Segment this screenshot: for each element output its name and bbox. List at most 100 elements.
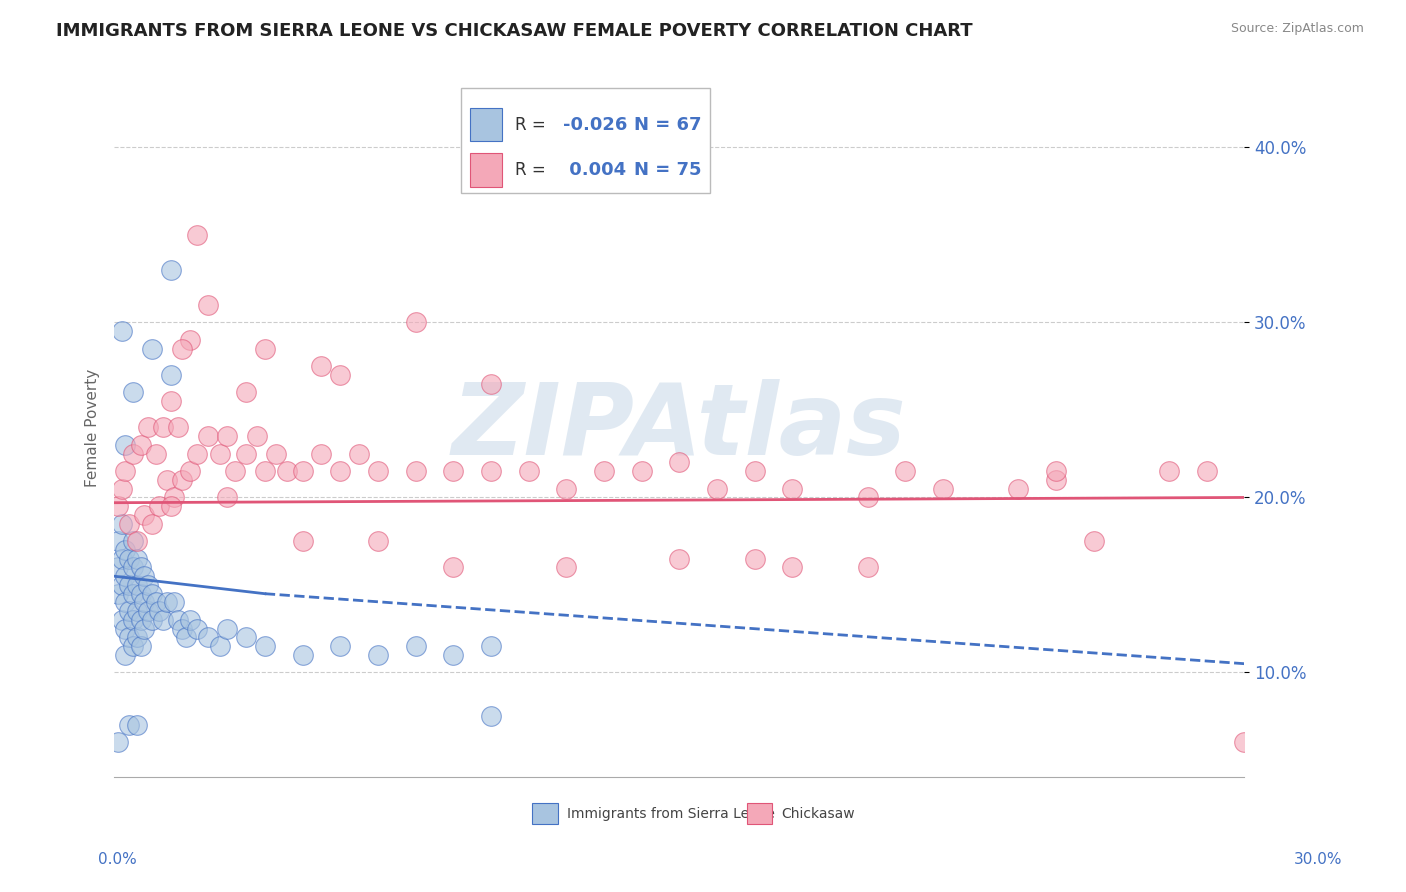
Bar	[470, 108, 502, 142]
Text: ZIPAtlas: ZIPAtlas	[451, 379, 907, 476]
Point	[706, 482, 728, 496]
Point	[367, 648, 389, 662]
Text: Source: ZipAtlas.com: Source: ZipAtlas.com	[1230, 22, 1364, 36]
Point	[217, 491, 239, 505]
Point	[111, 482, 134, 496]
Point	[125, 631, 148, 645]
Point	[107, 587, 129, 601]
Text: Chickasaw: Chickasaw	[782, 807, 855, 821]
Point	[441, 648, 464, 662]
Point	[111, 516, 134, 531]
Point	[107, 499, 129, 513]
Point	[129, 438, 152, 452]
Point	[405, 315, 427, 329]
Point	[347, 447, 370, 461]
Point	[114, 438, 136, 452]
Point	[125, 604, 148, 618]
Point	[159, 263, 181, 277]
Point	[118, 551, 141, 566]
Point	[894, 464, 917, 478]
Point	[186, 622, 208, 636]
Point	[932, 482, 955, 496]
Point	[156, 595, 179, 609]
Point	[134, 622, 156, 636]
Point	[134, 595, 156, 609]
Point	[479, 464, 502, 478]
Point	[186, 227, 208, 242]
Point	[163, 595, 186, 609]
Point	[114, 543, 136, 558]
Point	[291, 464, 314, 478]
Point	[246, 429, 269, 443]
Point	[1045, 464, 1067, 478]
Point	[856, 560, 879, 574]
Text: R =: R =	[516, 116, 551, 134]
Point	[125, 578, 148, 592]
Point	[111, 578, 134, 592]
Point	[197, 631, 219, 645]
Point	[782, 560, 804, 574]
Point	[114, 464, 136, 478]
Point	[593, 464, 616, 478]
Point	[441, 464, 464, 478]
Point	[122, 613, 145, 627]
Point	[170, 342, 193, 356]
Point	[141, 587, 163, 601]
Point	[152, 613, 174, 627]
Point	[329, 639, 352, 653]
Point	[1195, 464, 1218, 478]
Point	[197, 429, 219, 443]
Point	[1007, 482, 1029, 496]
Point	[630, 464, 652, 478]
Point	[1233, 735, 1256, 749]
Point	[405, 464, 427, 478]
Point	[122, 587, 145, 601]
Point	[107, 534, 129, 549]
Point	[122, 560, 145, 574]
Point	[264, 447, 287, 461]
Point	[517, 464, 540, 478]
Point	[156, 473, 179, 487]
Point	[141, 613, 163, 627]
Point	[235, 631, 257, 645]
Point	[253, 639, 276, 653]
Point	[208, 447, 231, 461]
Y-axis label: Female Poverty: Female Poverty	[86, 368, 100, 486]
Point	[141, 342, 163, 356]
Point	[170, 622, 193, 636]
Point	[107, 735, 129, 749]
Bar	[747, 804, 772, 824]
Point	[329, 368, 352, 382]
Point	[217, 429, 239, 443]
Point	[159, 394, 181, 409]
Point	[186, 447, 208, 461]
Point	[167, 613, 190, 627]
Text: 30.0%: 30.0%	[1295, 852, 1343, 867]
Point	[253, 342, 276, 356]
Point	[235, 447, 257, 461]
Point	[253, 464, 276, 478]
Point	[145, 447, 167, 461]
Point	[179, 464, 201, 478]
Point	[329, 464, 352, 478]
Text: N = 67: N = 67	[634, 116, 702, 134]
Point	[224, 464, 246, 478]
Point	[1045, 473, 1067, 487]
Point	[441, 560, 464, 574]
Text: IMMIGRANTS FROM SIERRA LEONE VS CHICKASAW FEMALE POVERTY CORRELATION CHART: IMMIGRANTS FROM SIERRA LEONE VS CHICKASA…	[56, 22, 973, 40]
Point	[367, 534, 389, 549]
Point	[856, 491, 879, 505]
Point	[159, 499, 181, 513]
Point	[122, 385, 145, 400]
Point	[129, 587, 152, 601]
Point	[114, 569, 136, 583]
Point	[122, 447, 145, 461]
Point	[118, 631, 141, 645]
Point	[174, 631, 197, 645]
Point	[235, 385, 257, 400]
Point	[122, 534, 145, 549]
Point	[114, 648, 136, 662]
Point	[291, 648, 314, 662]
Text: Immigrants from Sierra Leone: Immigrants from Sierra Leone	[567, 807, 775, 821]
Text: 0.0%: 0.0%	[98, 852, 138, 867]
